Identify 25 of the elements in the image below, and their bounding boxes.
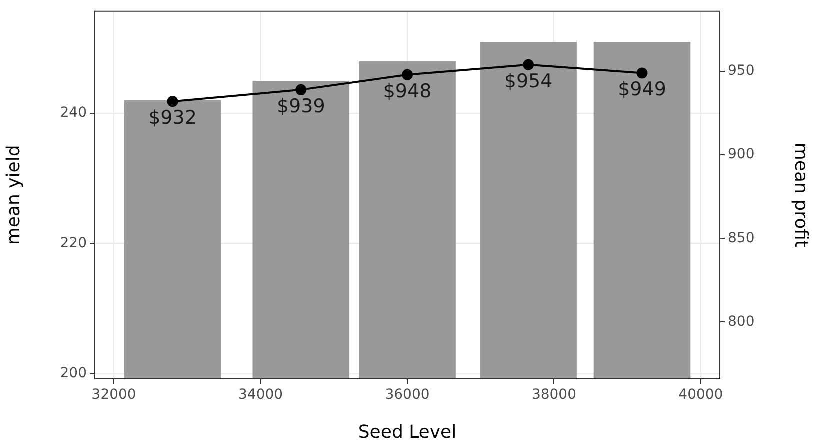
data-label: $939: [276, 95, 326, 118]
data-label: $949: [618, 78, 666, 101]
data-label: $932: [148, 107, 197, 130]
y2-tick-label: 850: [728, 230, 755, 246]
x-tick-label: 38000: [532, 387, 576, 404]
data-label: $954: [504, 70, 553, 92]
x-tick-label: 32000: [92, 387, 136, 404]
y2-tick-label: 950: [728, 63, 755, 80]
point: [296, 84, 307, 96]
x-tick-label: 40000: [678, 387, 724, 404]
x-tick-label: 34000: [238, 387, 284, 404]
x-tick-label: 36000: [385, 387, 430, 404]
point: [636, 68, 648, 79]
y2-tick-label: 800: [728, 314, 755, 330]
y-axis-title: mean yield: [3, 145, 24, 246]
point: [167, 96, 178, 108]
y2-tick-label: 900: [728, 146, 755, 163]
y2-axis-title: mean profit: [790, 142, 812, 248]
y-tick-label: 200: [60, 365, 87, 382]
point: [402, 69, 413, 80]
y-tick-label: 220: [60, 235, 87, 252]
y-tick-label: 240: [60, 105, 87, 122]
x-axis-title: Seed Level: [358, 422, 457, 443]
point: [523, 59, 534, 70]
data-label: $948: [383, 80, 432, 102]
